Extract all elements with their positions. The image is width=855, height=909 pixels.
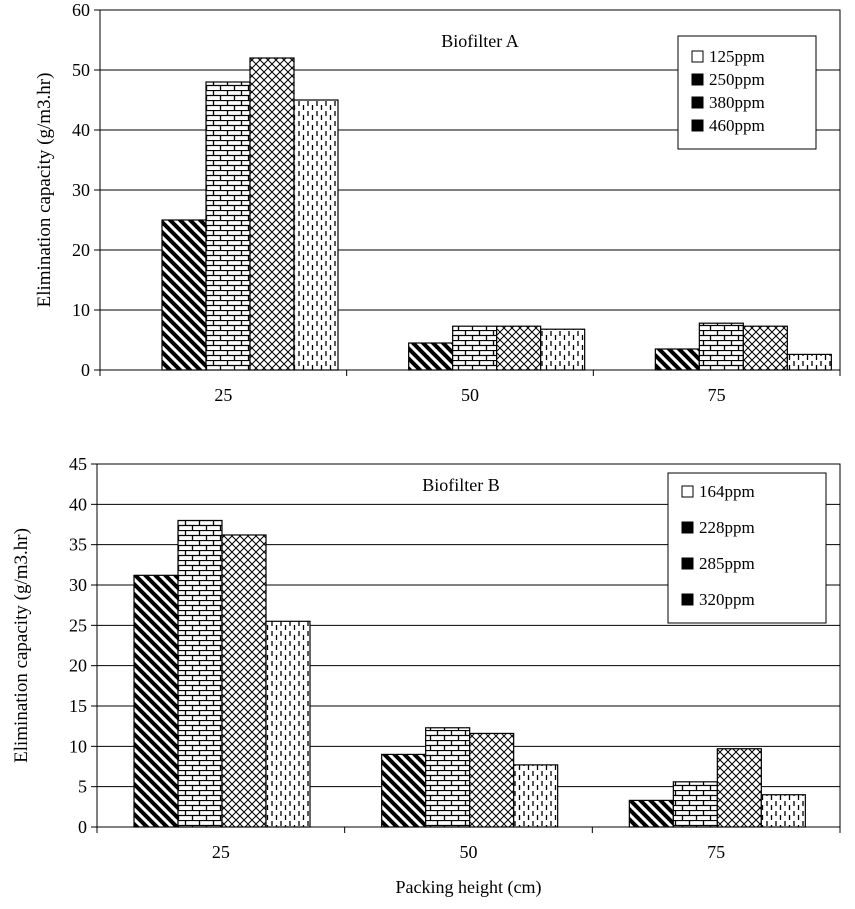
bar-460ppm-25 xyxy=(293,99,339,371)
y-tick-label: 30 xyxy=(72,180,90,200)
legend-label: 380ppm xyxy=(709,93,765,112)
bar-380ppm-75 xyxy=(742,325,788,371)
legend-swatch xyxy=(691,96,704,109)
bars xyxy=(133,519,806,828)
y-tick-label: 40 xyxy=(69,494,87,514)
bar-380ppm-50 xyxy=(496,325,542,371)
y-tick-label: 20 xyxy=(69,656,87,676)
y-axis-ticks: 0 10 20 30 40 50 60 xyxy=(72,0,100,380)
x-axis-label: Packing height (cm) xyxy=(396,877,542,898)
bar-250ppm-75 xyxy=(698,322,744,371)
bar-164ppm-75 xyxy=(628,799,674,828)
legend-label: 125ppm xyxy=(709,47,765,66)
y-tick-label: 25 xyxy=(69,615,87,635)
chart-biofilter-a: 0 10 20 30 40 50 60 25 50 75 Biofilter A Elimina… xyxy=(34,0,841,405)
x-tick-label: 25 xyxy=(212,842,230,862)
x-tick-label: 50 xyxy=(460,842,478,862)
y-tick-label: 60 xyxy=(72,0,90,20)
legend-label: 228ppm xyxy=(699,518,755,537)
y-tick-label: 40 xyxy=(72,120,90,140)
legend-swatch xyxy=(681,593,694,606)
x-tick-label: 75 xyxy=(707,842,725,862)
x-tick-label: 75 xyxy=(708,385,726,405)
bar-285ppm-75 xyxy=(716,748,762,828)
y-axis-label: Elimination capacity (g/m3.hr) xyxy=(34,73,55,308)
legend-label: 285ppm xyxy=(699,554,755,573)
chart-title: Biofilter B xyxy=(422,475,500,495)
bar-460ppm-75 xyxy=(786,353,832,371)
y-axis-label: Elimination capacity (g/m3.hr) xyxy=(11,528,32,763)
legend-box xyxy=(667,472,827,624)
y-tick-label: 0 xyxy=(78,817,87,837)
legend-swatch xyxy=(691,50,704,63)
bar-250ppm-50 xyxy=(452,325,498,371)
bar-320ppm-75 xyxy=(760,794,806,828)
x-axis-ticks: 25 50 75 xyxy=(96,827,841,862)
bar-250ppm-25 xyxy=(205,81,251,371)
y-tick-label: 15 xyxy=(69,696,87,716)
x-tick-label: 50 xyxy=(461,385,479,405)
y-tick-label: 5 xyxy=(78,777,87,797)
bar-164ppm-50 xyxy=(381,753,427,828)
legend-label: 320ppm xyxy=(699,590,755,609)
y-tick-label: 50 xyxy=(72,60,90,80)
legend-swatch xyxy=(681,557,694,570)
bar-228ppm-25 xyxy=(177,519,223,828)
y-tick-label: 20 xyxy=(72,240,90,260)
chart-title: Biofilter A xyxy=(441,31,519,51)
legend-swatch xyxy=(691,73,704,86)
legend: 164ppm 228ppm 285ppm 320ppm xyxy=(667,472,827,624)
legend-swatch xyxy=(681,485,694,498)
legend-label: 460ppm xyxy=(709,116,765,135)
y-tick-label: 10 xyxy=(72,300,90,320)
bar-320ppm-50 xyxy=(513,764,559,828)
y-tick-label: 0 xyxy=(81,360,90,380)
bars xyxy=(161,57,832,371)
x-axis-ticks: 25 50 75 xyxy=(99,370,841,405)
bar-228ppm-50 xyxy=(425,727,471,828)
y-tick-label: 35 xyxy=(69,535,87,555)
legend-swatch xyxy=(681,521,694,534)
bar-285ppm-50 xyxy=(469,732,515,828)
legend-swatch xyxy=(691,119,704,132)
legend-label: 164ppm xyxy=(699,482,755,501)
y-tick-label: 30 xyxy=(69,575,87,595)
y-tick-label: 10 xyxy=(69,736,87,756)
legend: 125ppm 250ppm 380ppm 460ppm xyxy=(677,35,817,150)
bar-380ppm-25 xyxy=(249,57,295,371)
x-tick-label: 25 xyxy=(214,385,232,405)
bar-125ppm-25 xyxy=(161,219,207,371)
bar-460ppm-50 xyxy=(540,328,586,371)
bar-164ppm-25 xyxy=(133,574,179,828)
bar-320ppm-25 xyxy=(265,620,311,828)
y-axis-ticks: 0 5 10 15 20 25 30 35 40 45 xyxy=(69,454,97,837)
bar-228ppm-75 xyxy=(672,781,718,828)
bar-285ppm-25 xyxy=(221,534,267,828)
legend-label: 250ppm xyxy=(709,70,765,89)
bar-125ppm-50 xyxy=(408,342,454,371)
chart-biofilter-b: 0 5 10 15 20 25 30 35 40 45 25 50 75 Biofilter B El… xyxy=(11,454,841,898)
y-tick-label: 45 xyxy=(69,454,87,474)
bar-125ppm-75 xyxy=(654,348,700,371)
